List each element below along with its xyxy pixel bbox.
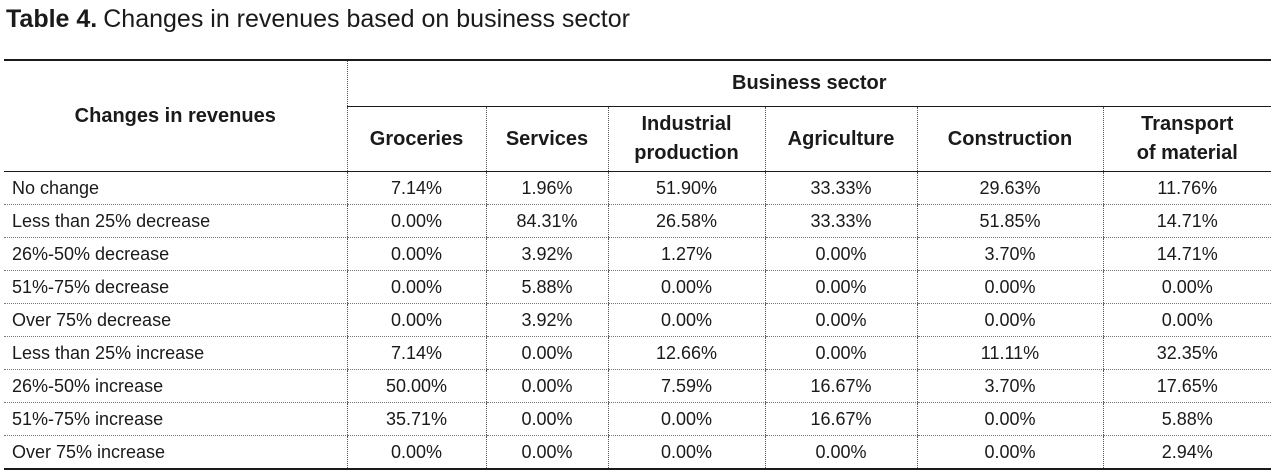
table-cell: 0.00% xyxy=(346,270,486,304)
table-cell: 51.85% xyxy=(916,204,1103,238)
table-row: Over 75% decrease 0.00% 3.92% 0.00% 0.00… xyxy=(4,303,1272,337)
table-cell: 0.00% xyxy=(916,270,1103,304)
table-row: No change 7.14% 1.96% 51.90% 33.33% 29.6… xyxy=(4,171,1272,205)
table-cell: 33.33% xyxy=(764,171,917,205)
column-header-transport-of-material: Transport of material xyxy=(1102,106,1272,172)
row-label: Less than 25% increase xyxy=(4,336,347,370)
table-row: 51%-75% decrease 0.00% 5.88% 0.00% 0.00%… xyxy=(4,270,1272,304)
table-caption-text: Changes in revenues based on business se… xyxy=(103,5,630,33)
row-label: Over 75% increase xyxy=(4,435,347,470)
header-row-columns: Groceries Services Industrial production … xyxy=(4,106,1272,172)
column-header-line1: Services xyxy=(505,127,589,150)
header-row-sector: Changes in revenues Business sector xyxy=(4,59,1272,172)
table-cell: 0.00% xyxy=(764,237,917,271)
table-cell: 0.00% xyxy=(485,402,608,436)
table-row: Less than 25% increase 7.14% 0.00% 12.66… xyxy=(4,336,1272,370)
table-cell: 12.66% xyxy=(607,336,765,370)
table-cell: 0.00% xyxy=(346,435,486,470)
table-cell: 3.70% xyxy=(916,369,1103,403)
table-cell: 0.00% xyxy=(1102,303,1272,337)
table-cell: 3.70% xyxy=(916,237,1103,271)
table-cell: 14.71% xyxy=(1102,204,1272,238)
table-row: Over 75% increase 0.00% 0.00% 0.00% 0.00… xyxy=(4,435,1272,470)
table-row: Less than 25% decrease 0.00% 84.31% 26.5… xyxy=(4,204,1272,238)
table-cell: 16.67% xyxy=(764,402,917,436)
table-cell: 0.00% xyxy=(346,303,486,337)
table-cell: 1.27% xyxy=(607,237,765,271)
table-cell: 2.94% xyxy=(1102,435,1272,470)
table-cell: 11.76% xyxy=(1102,171,1272,205)
table-cell: 0.00% xyxy=(916,402,1103,436)
column-header-line1: Industrial xyxy=(641,113,732,135)
column-header-services: Services xyxy=(485,106,608,172)
table-cell: 17.65% xyxy=(1102,369,1272,403)
column-header-agriculture: Agriculture xyxy=(764,106,917,172)
column-header-line1: Construction xyxy=(947,127,1073,150)
table-caption-label: Table 4. xyxy=(6,5,98,33)
table-cell: 16.67% xyxy=(764,369,917,403)
table-cell: 0.00% xyxy=(1102,270,1272,304)
table-cell: 1.96% xyxy=(485,171,608,205)
table-cell: 50.00% xyxy=(346,369,486,403)
column-header-line1: Transport xyxy=(1141,113,1234,135)
changes-in-revenues-header: Changes in revenues xyxy=(4,59,347,172)
table-cell: 5.88% xyxy=(485,270,608,304)
row-label: Less than 25% decrease xyxy=(4,204,347,238)
column-header-line1: Agriculture xyxy=(787,127,895,150)
table-cell: 0.00% xyxy=(485,336,608,370)
table-row: 26%-50% increase 50.00% 0.00% 7.59% 16.6… xyxy=(4,369,1272,403)
table-cell: 0.00% xyxy=(346,237,486,271)
table-cell: 14.71% xyxy=(1102,237,1272,271)
table-cell: 0.00% xyxy=(485,369,608,403)
table-cell: 35.71% xyxy=(346,402,486,436)
table-caption: Table 4. Changes in revenues based on bus… xyxy=(6,2,630,36)
table-cell: 0.00% xyxy=(764,336,917,370)
table-cell: 11.11% xyxy=(916,336,1103,370)
table-cell: 0.00% xyxy=(607,270,765,304)
table-cell: 7.14% xyxy=(346,171,486,205)
column-header-construction: Construction xyxy=(916,106,1103,172)
table-cell: 0.00% xyxy=(764,303,917,337)
row-label: 26%-50% increase xyxy=(4,369,347,403)
table-cell: 0.00% xyxy=(764,435,917,470)
revenue-changes-table: Changes in revenues Business sector Groc… xyxy=(4,59,1272,470)
column-header-groceries: Groceries xyxy=(346,106,486,172)
table-cell: 7.14% xyxy=(346,336,486,370)
business-sector-header: Business sector xyxy=(346,59,1272,107)
table-cell: 0.00% xyxy=(607,435,765,470)
table-cell: 0.00% xyxy=(916,435,1103,470)
table-cell: 33.33% xyxy=(764,204,917,238)
table-cell: 3.92% xyxy=(485,303,608,337)
column-header-line2: production xyxy=(634,142,739,164)
table-row: 26%-50% decrease 0.00% 3.92% 1.27% 0.00%… xyxy=(4,237,1272,271)
row-label: Over 75% decrease xyxy=(4,303,347,337)
table-cell: 3.92% xyxy=(485,237,608,271)
table-cell: 29.63% xyxy=(916,171,1103,205)
table-cell: 0.00% xyxy=(607,402,765,436)
column-header-line2: of material xyxy=(1136,142,1238,164)
table-cell: 84.31% xyxy=(485,204,608,238)
table-cell: 7.59% xyxy=(607,369,765,403)
row-label: 51%-75% decrease xyxy=(4,270,347,304)
table-cell: 51.90% xyxy=(607,171,765,205)
table-row: 51%-75% increase 35.71% 0.00% 0.00% 16.6… xyxy=(4,402,1272,436)
row-label: No change xyxy=(4,171,347,205)
table-cell: 5.88% xyxy=(1102,402,1272,436)
table-cell: 0.00% xyxy=(916,303,1103,337)
table-cell: 0.00% xyxy=(346,204,486,238)
column-header-industrial-production: Industrial production xyxy=(607,106,765,172)
row-label: 26%-50% decrease xyxy=(4,237,347,271)
table-cell: 0.00% xyxy=(607,303,765,337)
row-label: 51%-75% increase xyxy=(4,402,347,436)
table-cell: 0.00% xyxy=(764,270,917,304)
table-cell: 26.58% xyxy=(607,204,765,238)
table-cell: 32.35% xyxy=(1102,336,1272,370)
column-header-line1: Groceries xyxy=(369,127,464,150)
table-cell: 0.00% xyxy=(485,435,608,470)
